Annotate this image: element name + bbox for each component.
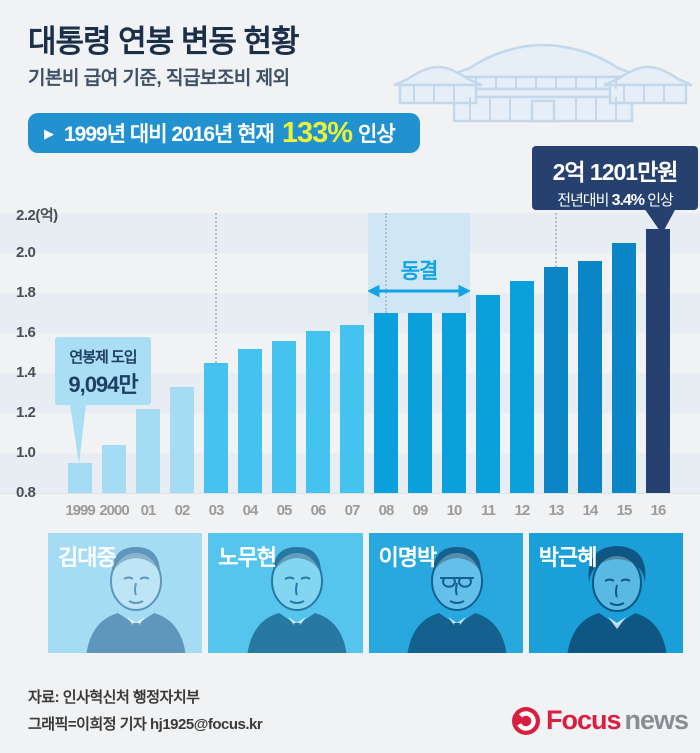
- x-tick-label: 13: [548, 502, 565, 519]
- president-portrait: [567, 546, 667, 653]
- x-tick-label: 11: [481, 502, 496, 519]
- bar: [442, 313, 466, 493]
- banner-text-after: 인상: [358, 123, 396, 146]
- x-tick-label: 10: [446, 502, 463, 519]
- freeze-arrow-icon: [368, 284, 470, 298]
- x-tick-label: 09: [412, 502, 429, 519]
- logo-word-focus: Focus: [545, 705, 622, 735]
- bar: [374, 313, 398, 493]
- focus-news-logo: Focus news: [511, 705, 689, 736]
- term-start-divider: [385, 213, 387, 313]
- first-salary-line2: 9,094만: [68, 372, 138, 397]
- bar: [204, 363, 228, 493]
- banner-text: 1999년 대비 2016년 현재: [64, 123, 275, 146]
- y-tick-label: 0.8: [16, 484, 36, 501]
- y-tick-label: 1.4: [16, 364, 36, 381]
- bar: [170, 387, 194, 493]
- callout-change: 전년대비 3.4% 인상: [532, 189, 698, 210]
- x-tick-label: 07: [344, 502, 361, 519]
- president-panel-parkgeunhye: 박근혜: [528, 533, 683, 653]
- x-tick-label: 1999: [65, 502, 95, 519]
- president-portrait: [407, 547, 507, 653]
- y-tick-label: 2.0: [16, 244, 36, 261]
- president-name: 김대중: [58, 545, 117, 570]
- term-start-divider: [215, 213, 217, 363]
- first-salary-line1: 연봉제 도입: [69, 349, 137, 366]
- callout-amount: 2억 1201만원: [552, 159, 679, 185]
- callout-change-pre: 전년대비: [557, 192, 612, 209]
- president-panel-nomuhyun: 노무현: [208, 533, 363, 653]
- x-tick-label: 2000: [99, 502, 129, 519]
- president-panel-kimdaejung: 김대중: [48, 533, 203, 653]
- increase-banner: ▶ 1999년 대비 2016년 현재 133% 인상: [28, 113, 420, 153]
- president-name: 노무현: [218, 545, 277, 570]
- bar: [136, 409, 160, 493]
- source-text: 자료: 인사혁신처 행정자치부: [28, 689, 200, 706]
- president-portrait: [86, 547, 186, 653]
- president-name: 이명박: [378, 545, 438, 570]
- bar: [340, 325, 364, 493]
- bar: [102, 445, 126, 493]
- x-tick-label: 04: [242, 502, 259, 519]
- logo-word-news: news: [624, 705, 689, 735]
- y-tick-label: 1.8: [16, 284, 36, 301]
- callout-change-bold: 3.4%: [611, 192, 645, 209]
- bar: [646, 229, 670, 493]
- y-tick-label: 1.2: [16, 404, 36, 421]
- bar: [578, 261, 602, 493]
- blue-house-icon: [393, 43, 693, 123]
- term-start-divider: [555, 213, 557, 267]
- freeze-label: 동결: [400, 260, 439, 283]
- x-tick-label: 01: [140, 502, 157, 519]
- credit-text: 그래픽=이희정 기자 hj1925@focus.kr: [28, 716, 263, 733]
- bar: [612, 243, 636, 493]
- y-tick-label: 1.6: [16, 324, 36, 341]
- x-tick-label: 15: [616, 502, 633, 519]
- president-panel-leemyungbak: 이명박: [368, 533, 523, 653]
- bar: [68, 463, 92, 493]
- salary-bar-chart: 2.2(억) 2.0 1.8 1.6 1.4 1.2 1.0 0.8 1999 2000 01 02…: [0, 205, 700, 535]
- banner-percent: 133%: [281, 116, 353, 149]
- bar: [238, 349, 262, 493]
- y-tick-label: 2.2(억): [16, 207, 58, 224]
- page-subtitle: 기본비 급여 기준, 직급보조비 제외: [28, 68, 290, 89]
- bar: [408, 313, 432, 493]
- president-name: 박근혜: [538, 545, 598, 570]
- bar: [306, 331, 330, 493]
- x-tick-label: 03: [208, 502, 225, 519]
- x-tick-label: 02: [174, 502, 191, 519]
- final-value-callout: 2억 1201만원 전년대비 3.4% 인상: [532, 146, 698, 210]
- x-tick-label: 06: [310, 502, 327, 519]
- callout-tail: [644, 208, 676, 234]
- x-tick-label: 16: [650, 502, 667, 519]
- x-tick-label: 05: [276, 502, 293, 519]
- page-title: 대통령 연봉 변동 현황: [28, 24, 300, 59]
- grid-stripe: [0, 213, 700, 253]
- x-tick-label: 12: [514, 502, 531, 519]
- bar: [544, 267, 568, 493]
- x-tick-label: 14: [582, 502, 599, 519]
- bar: [476, 295, 500, 493]
- first-salary-annotation: 연봉제 도입 9,094만: [55, 337, 151, 405]
- first-salary-annotation-tail: [70, 404, 86, 464]
- banner-arrow-icon: ▶: [44, 125, 54, 141]
- y-tick-label: 1.0: [16, 444, 36, 461]
- bar: [272, 341, 296, 493]
- president-panels: 김대중 노무현 이명박: [48, 533, 683, 653]
- x-axis-line: [0, 493, 700, 494]
- logo-mark-icon: [511, 706, 540, 735]
- bar: [510, 281, 534, 493]
- x-tick-label: 08: [378, 502, 395, 519]
- callout-change-post: 인상: [644, 192, 674, 209]
- president-portrait: [247, 547, 346, 653]
